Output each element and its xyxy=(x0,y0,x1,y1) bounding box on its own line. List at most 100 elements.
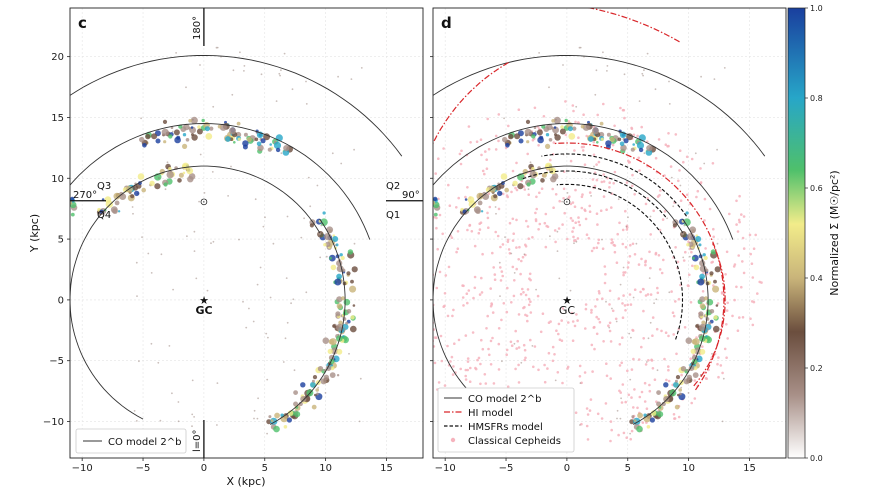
co-emission-clump xyxy=(656,390,661,395)
co-emission-clump xyxy=(188,126,192,130)
co-emission-clump xyxy=(270,419,274,422)
co-emission-clump xyxy=(340,296,346,301)
co-emission-clump xyxy=(283,425,288,429)
co-emission-faint xyxy=(177,420,180,423)
cepheid-point xyxy=(615,261,619,265)
cepheid-point xyxy=(571,339,575,343)
co-emission-clump xyxy=(60,219,66,225)
cepheid-point xyxy=(703,197,707,201)
co-emission-faint xyxy=(138,360,140,363)
cepheid-point xyxy=(624,400,627,404)
cepheid-point xyxy=(564,100,567,103)
cepheid-point xyxy=(693,397,697,400)
co-emission-clump xyxy=(134,190,140,197)
cepheid-point xyxy=(604,402,608,405)
x-tick-label: 10 xyxy=(682,463,695,474)
longitude-label-0: l=0° xyxy=(192,429,203,452)
x-tick-label: −10 xyxy=(72,463,93,474)
cepheid-point xyxy=(602,173,605,176)
cepheid-point xyxy=(526,225,530,228)
cepheid-point xyxy=(464,195,467,199)
cepheid-point xyxy=(473,275,477,279)
cepheid-point xyxy=(620,361,623,365)
co-emission-faint xyxy=(147,252,150,255)
co-emission-clump xyxy=(606,132,611,137)
cepheid-point xyxy=(640,125,643,129)
cepheid-point xyxy=(648,389,652,393)
co-emission-clump xyxy=(34,271,41,278)
cepheid-point xyxy=(430,281,433,284)
cepheid-point xyxy=(588,204,591,208)
cepheid-point xyxy=(551,187,554,191)
cepheid-point xyxy=(644,259,647,263)
cepheid-point xyxy=(478,293,482,296)
co-emission-clump xyxy=(626,133,634,141)
cepheid-point xyxy=(696,189,700,193)
panel-c-co-emission xyxy=(34,46,363,435)
co-emission-clump xyxy=(204,126,210,132)
cepheid-point xyxy=(712,227,715,231)
cepheid-point xyxy=(737,254,740,257)
cepheid-point xyxy=(716,362,719,366)
legend-d-label-co-model: CO model 2^b xyxy=(468,394,541,405)
cepheid-point xyxy=(557,322,561,326)
co-emission-clump xyxy=(698,243,702,247)
cepheid-point xyxy=(501,243,505,246)
co-emission-clump xyxy=(170,126,174,129)
co-emission-faint xyxy=(157,361,160,364)
co-emission-faint xyxy=(150,342,153,345)
co-emission-clump xyxy=(45,270,52,277)
co-emission-faint xyxy=(216,46,219,49)
cepheid-point xyxy=(608,289,612,293)
co-emission-clump xyxy=(325,241,331,247)
co-emission-faint xyxy=(133,410,136,412)
cepheid-point xyxy=(444,274,448,277)
cepheid-point xyxy=(665,378,668,382)
cepheid-point xyxy=(677,327,681,331)
co-emission-clump xyxy=(636,141,645,149)
cepheid-point xyxy=(736,329,740,333)
cepheid-point xyxy=(488,353,491,357)
co-emission-faint xyxy=(521,177,523,179)
co-emission-clump xyxy=(52,246,60,254)
cepheid-point xyxy=(608,186,611,189)
co-emission-faint xyxy=(605,300,607,303)
co-emission-faint xyxy=(265,332,268,335)
cepheid-point xyxy=(597,317,600,321)
cepheid-point xyxy=(514,367,517,371)
co-emission-clump xyxy=(533,126,537,129)
co-emission-clump xyxy=(338,320,343,325)
co-emission-clump xyxy=(596,141,599,144)
quadrant-label-q3: Q3 xyxy=(97,181,111,192)
cepheid-point xyxy=(679,199,683,202)
co-emission-faint xyxy=(648,277,651,279)
y-tick-label: −10 xyxy=(43,417,64,428)
co-emission-faint xyxy=(615,320,618,323)
cepheid-point xyxy=(717,375,720,379)
co-emission-clump xyxy=(316,392,319,396)
cepheid-point xyxy=(532,365,535,369)
cepheid-point xyxy=(491,251,494,255)
co-emission-clump xyxy=(713,315,718,320)
cepheid-point xyxy=(514,329,517,333)
co-emission-clump xyxy=(268,415,272,419)
panel-c-ticks: −10 −5 0 5 10 15 −10 −5 0 5 10 15 20 xyxy=(43,52,393,474)
co-emission-clump xyxy=(605,140,612,147)
co-emission-clump xyxy=(320,378,327,385)
cepheid-point xyxy=(577,121,580,124)
cepheid-point xyxy=(561,307,565,310)
co-emission-clump xyxy=(505,143,510,148)
cepheid-point xyxy=(580,195,584,199)
cepheid-point xyxy=(469,366,472,370)
co-emission-faint xyxy=(193,416,196,418)
cepheid-point xyxy=(446,314,450,318)
co-emission-clump xyxy=(311,404,317,410)
cepheid-point xyxy=(570,311,574,315)
cepheid-point xyxy=(670,290,673,293)
co-emission-faint xyxy=(655,298,658,301)
co-emission-faint xyxy=(569,289,572,292)
cepheid-point xyxy=(655,327,659,331)
cepheid-point xyxy=(672,333,675,336)
cepheid-point xyxy=(566,367,569,370)
cepheid-point xyxy=(497,342,501,346)
